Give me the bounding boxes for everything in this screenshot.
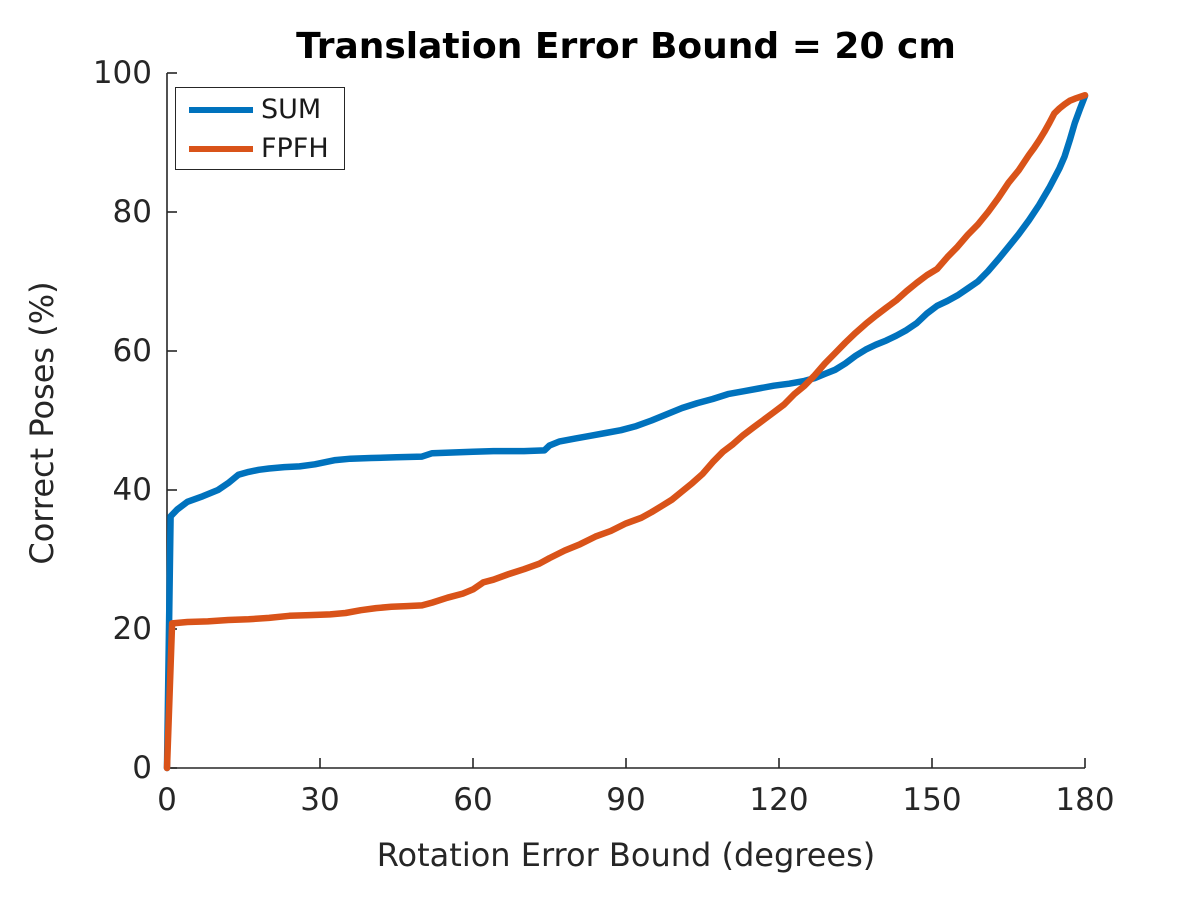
chart-title: Translation Error Bound = 20 cm [296, 26, 956, 67]
y-axis-label: Correct Poses (%) [23, 281, 61, 565]
legend-label-sum: SUM [261, 94, 322, 125]
y-tick-label-20: 20 [112, 611, 152, 647]
x-tick-label-90: 90 [606, 782, 646, 818]
fpfh-curve [163, 91, 1089, 772]
y-tick-label-40: 40 [112, 472, 152, 508]
legend: SUM FPFH [175, 87, 345, 170]
legend-entry-fpfh: FPFH [176, 129, 344, 168]
y-tick-label-60: 60 [112, 333, 152, 369]
x-tick-label-120: 120 [749, 782, 809, 818]
x-tick-label-150: 150 [902, 782, 962, 818]
x-tick-label-60: 60 [453, 782, 493, 818]
sum-line-swatch [189, 106, 253, 113]
y-tick-label-100: 100 [92, 55, 152, 91]
sum-curve [163, 92, 1089, 772]
legend-entry-sum: SUM [176, 90, 344, 129]
legend-label-fpfh: FPFH [261, 133, 329, 164]
x-tick-label-180: 180 [1055, 782, 1115, 818]
x-axis-label: Rotation Error Bound (degrees) [376, 836, 876, 874]
y-tick-label-0: 0 [132, 750, 152, 786]
y-tick-label-80: 80 [112, 194, 152, 230]
x-tick-label-30: 30 [300, 782, 340, 818]
fpfh-line-swatch [189, 145, 253, 152]
x-tick-label-0: 0 [157, 782, 177, 818]
